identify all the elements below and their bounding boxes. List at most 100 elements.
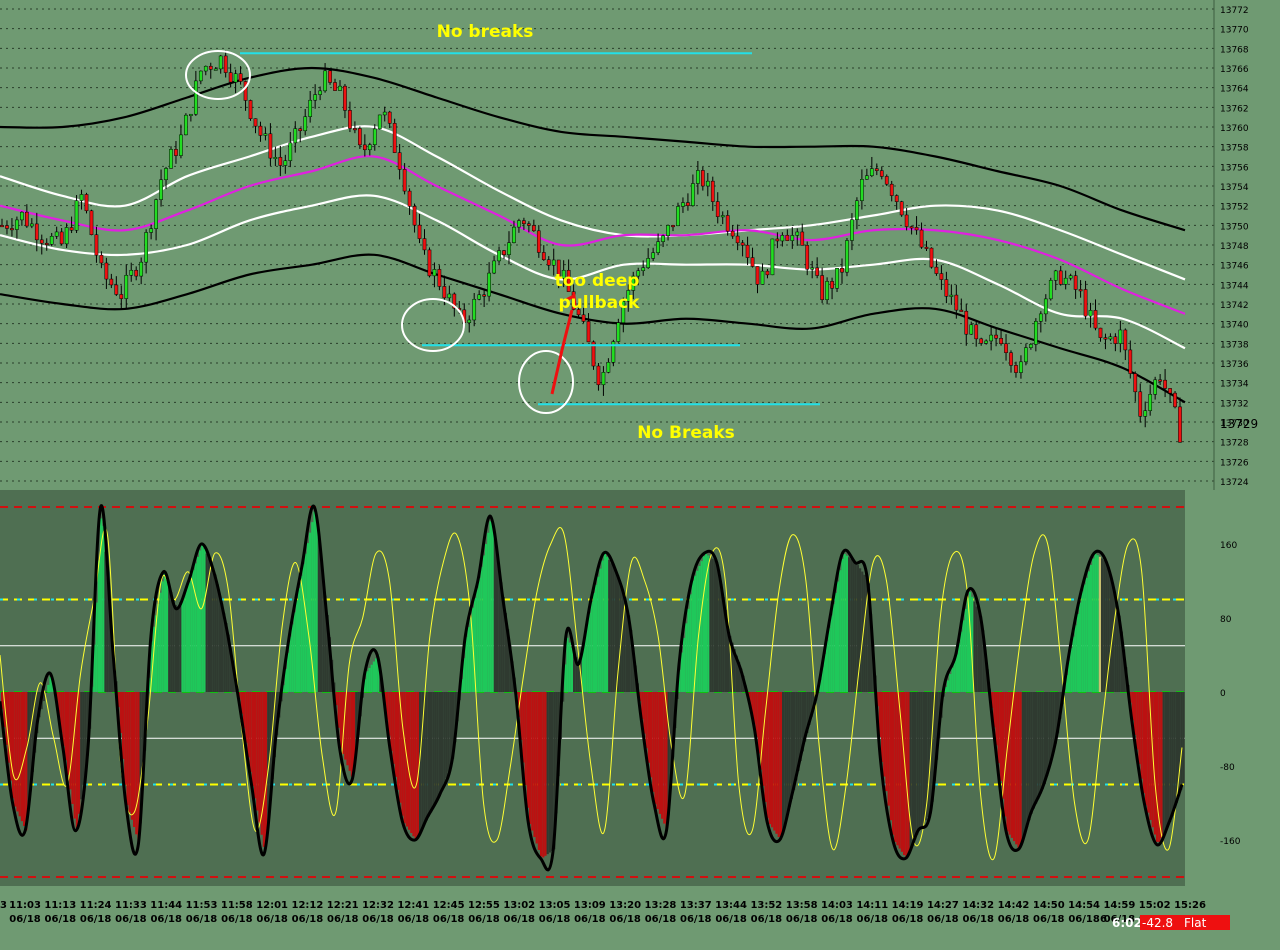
time-axis-date: 06/18 bbox=[398, 914, 430, 925]
candle-up bbox=[29, 223, 34, 227]
histogram-bar bbox=[342, 692, 345, 754]
histogram-bar bbox=[119, 692, 122, 734]
candle-down bbox=[228, 72, 233, 83]
histogram-bar bbox=[652, 692, 655, 792]
time-axis-label: 13:09 bbox=[574, 900, 606, 911]
candle-up bbox=[189, 113, 193, 116]
histogram-bar bbox=[386, 692, 389, 720]
candle-down bbox=[536, 230, 541, 253]
histogram-bar bbox=[729, 635, 732, 692]
histogram-bar bbox=[564, 664, 567, 692]
histogram-bar bbox=[218, 593, 221, 692]
candle-up bbox=[54, 231, 59, 237]
time-axis-date: 06/18 bbox=[468, 914, 500, 925]
histogram-bar bbox=[947, 680, 950, 692]
candle-up bbox=[203, 65, 208, 72]
candle-down bbox=[387, 111, 392, 124]
histogram-bar bbox=[7, 692, 10, 763]
candle-up bbox=[169, 149, 173, 169]
histogram-bar bbox=[1046, 692, 1049, 776]
candle-up bbox=[124, 274, 129, 299]
candle-up bbox=[477, 294, 482, 300]
candle-up bbox=[770, 238, 775, 276]
histogram-bar bbox=[425, 692, 428, 821]
time-axis-label: 14:50 bbox=[1033, 900, 1065, 911]
candle-down bbox=[392, 123, 397, 153]
histogram-bar bbox=[599, 568, 602, 692]
candle-up bbox=[845, 240, 849, 273]
time-axis-label: 13:05 bbox=[539, 900, 571, 911]
price-tick-label: 13752 bbox=[1220, 203, 1249, 213]
histogram-bar bbox=[1050, 692, 1053, 760]
histogram-bar bbox=[188, 582, 191, 692]
histogram-bar bbox=[881, 692, 884, 762]
time-axis-label: 13:20 bbox=[609, 900, 641, 911]
time-axis-date: 06/18 bbox=[609, 914, 641, 925]
histogram-bar bbox=[623, 599, 626, 692]
time-axis-label: 12:32 bbox=[362, 900, 394, 911]
candle-up bbox=[860, 179, 864, 201]
candle-down bbox=[437, 269, 442, 287]
candle-up bbox=[705, 180, 710, 187]
histogram-bar bbox=[1090, 564, 1093, 692]
histogram-bar bbox=[1017, 692, 1020, 848]
histogram-bar bbox=[575, 657, 578, 692]
histogram-bar bbox=[665, 692, 668, 829]
histogram-bar bbox=[139, 692, 142, 824]
candle-down bbox=[541, 252, 546, 260]
histogram-bar bbox=[436, 692, 439, 801]
candle-down bbox=[919, 229, 924, 248]
time-axis-label: 13:02 bbox=[503, 900, 535, 911]
candle-down bbox=[924, 246, 929, 249]
time-axis-edge-label: 6 bbox=[1100, 914, 1107, 925]
histogram-bar bbox=[97, 560, 100, 692]
histogram-bar bbox=[190, 576, 193, 692]
histogram-bar bbox=[498, 567, 501, 692]
histogram-bar bbox=[454, 692, 457, 743]
histogram-bar bbox=[588, 612, 591, 692]
candle-down bbox=[223, 55, 228, 73]
indicator-panel bbox=[0, 490, 1185, 886]
histogram-bar bbox=[199, 550, 202, 692]
candle-down bbox=[417, 224, 422, 239]
histogram-bar bbox=[1037, 692, 1040, 799]
histogram-bar bbox=[735, 655, 738, 692]
histogram-bar bbox=[894, 692, 897, 843]
histogram-bar bbox=[601, 560, 604, 692]
candle-down bbox=[343, 85, 347, 111]
time-axis-date: 06/18 bbox=[362, 914, 394, 925]
histogram-bar bbox=[821, 666, 824, 692]
candle-up bbox=[283, 160, 288, 166]
candle-up bbox=[20, 211, 24, 221]
candle-down bbox=[39, 239, 44, 244]
histogram-bar bbox=[876, 692, 879, 707]
histogram-bar bbox=[779, 692, 782, 840]
histogram-bar bbox=[592, 592, 595, 692]
price-tick-label: 13740 bbox=[1220, 321, 1249, 331]
histogram-bar bbox=[731, 642, 734, 692]
histogram-bar bbox=[489, 521, 492, 692]
histogram-bar bbox=[337, 692, 340, 728]
histogram-bar bbox=[1054, 692, 1057, 744]
time-axis-date: 06/18 bbox=[927, 914, 959, 925]
time-axis-date: 06/18 bbox=[998, 914, 1030, 925]
histogram-bar bbox=[179, 601, 182, 692]
histogram-bar bbox=[392, 692, 395, 764]
histogram-bar bbox=[1021, 692, 1024, 840]
histogram-bar bbox=[124, 692, 127, 785]
candle-down bbox=[934, 266, 939, 274]
histogram-bar bbox=[1072, 636, 1075, 692]
histogram-bar bbox=[958, 642, 961, 692]
candle-up bbox=[467, 319, 472, 323]
candle-up bbox=[139, 261, 144, 277]
histogram-bar bbox=[309, 532, 312, 692]
time-axis-label: 14:19 bbox=[892, 900, 924, 911]
candle-down bbox=[964, 310, 969, 335]
candle-down bbox=[531, 225, 536, 232]
histogram-bar bbox=[520, 692, 523, 740]
histogram-bar bbox=[997, 692, 1000, 764]
histogram-bar bbox=[1129, 692, 1132, 703]
histogram-bar bbox=[170, 592, 173, 692]
candle-down bbox=[34, 223, 39, 241]
histogram-bar bbox=[108, 603, 111, 692]
